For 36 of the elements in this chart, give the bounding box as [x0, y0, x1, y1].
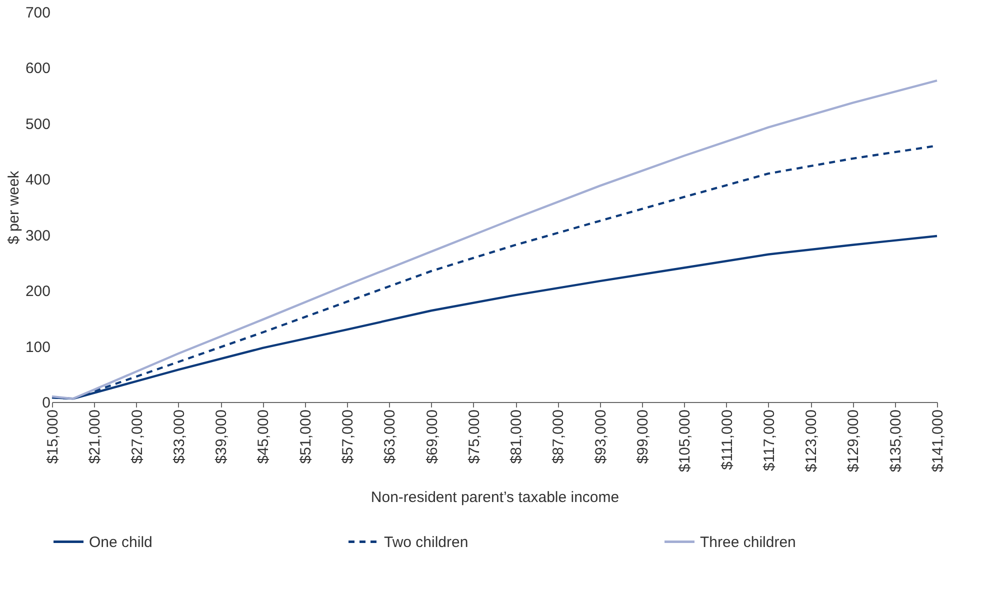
y-tick-label: 100 — [25, 338, 50, 356]
y-tick-label: 400 — [25, 172, 50, 189]
legend-label: Two children — [384, 534, 468, 551]
x-tick-label: $45,000 — [255, 410, 272, 464]
x-tick-label: $129,000 — [845, 410, 862, 472]
x-tick-label: $123,000 — [803, 410, 820, 472]
line-series — [50, 79, 938, 400]
x-tick-label: $21,000 — [86, 410, 104, 464]
x-tick-label: $63,000 — [382, 410, 399, 464]
x-tick-label: $99,000 — [634, 410, 652, 464]
x-tick-label: $57,000 — [340, 410, 356, 464]
y-tick-label: 500 — [25, 116, 50, 133]
y-tick-label: 300 — [25, 227, 50, 244]
y-axis-title: $ per week — [5, 170, 22, 244]
x-tick-label: $117,000 — [760, 410, 778, 471]
y-tick-label: 700 — [25, 4, 50, 22]
x-tick-label: $27,000 — [128, 410, 146, 464]
x-tick-label: $15,000 — [44, 410, 62, 464]
legend-label: Three children — [700, 534, 796, 551]
x-tick-label: $51,000 — [297, 410, 314, 464]
x-tick-label: $111,000 — [718, 410, 736, 470]
x-tick-label: $75,000 — [466, 410, 483, 464]
x-tick-label: $69,000 — [424, 410, 441, 464]
x-axis-title: Non-resident parent’s taxable income — [370, 489, 620, 506]
y-tick-label: 200 — [25, 283, 50, 300]
x-tick-label: $33,000 — [170, 410, 188, 464]
x-tick-label: $93,000 — [592, 410, 610, 464]
legend-label: One child — [89, 534, 152, 551]
y-tick-label: 600 — [25, 60, 50, 78]
x-tick-label: $105,000 — [676, 410, 694, 472]
x-tick-label: $39,000 — [213, 410, 230, 464]
x-tick-label: $87,000 — [550, 410, 568, 464]
x-tick-label: $141,000 — [930, 410, 946, 472]
x-tick-label: $81,000 — [508, 410, 526, 464]
y-tick-label: 0 — [42, 394, 50, 412]
x-tick-label: $135,000 — [887, 410, 904, 472]
